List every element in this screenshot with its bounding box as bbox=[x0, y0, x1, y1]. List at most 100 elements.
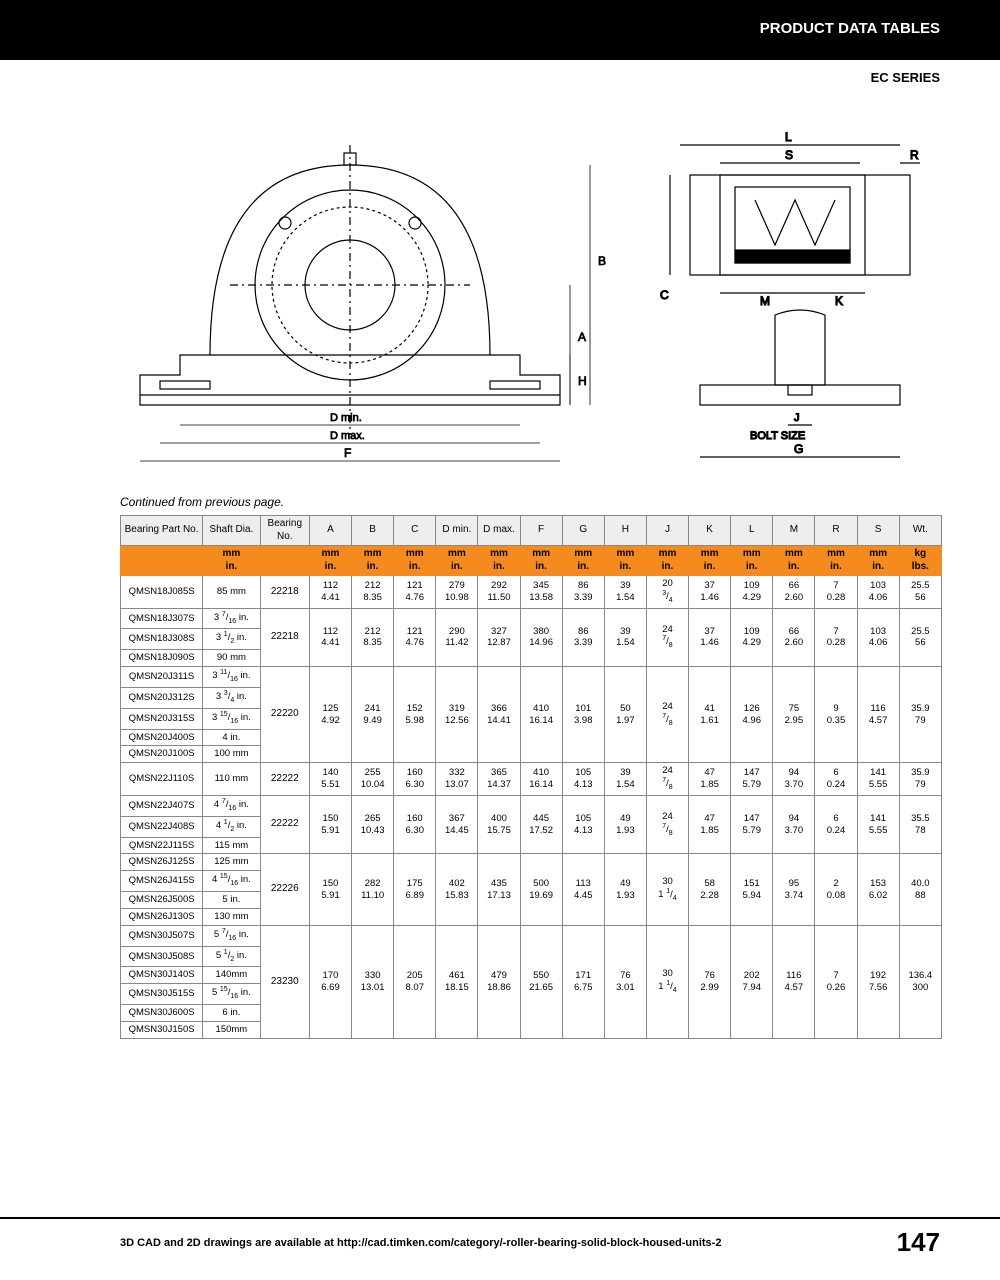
part-number: QMSN30J515S bbox=[121, 984, 203, 1005]
column-header: F bbox=[520, 516, 562, 546]
shaft-dia: 110 mm bbox=[203, 763, 261, 796]
shaft-dia: 6 in. bbox=[203, 1005, 261, 1022]
dimension-cell: 1164.57 bbox=[857, 667, 899, 763]
dimension-cell: 1756.89 bbox=[394, 854, 436, 925]
dimension-cell: 501.97 bbox=[604, 667, 646, 763]
column-header: A bbox=[309, 516, 351, 546]
shaft-dia: 3 11/16 in. bbox=[203, 667, 261, 688]
bearing-no: 23230 bbox=[260, 925, 309, 1038]
shaft-dia: 5 15/16 in. bbox=[203, 984, 261, 1005]
dimension-cell: 1525.98 bbox=[394, 667, 436, 763]
unit-cell: mmin. bbox=[352, 546, 394, 576]
part-number: QMSN30J150S bbox=[121, 1021, 203, 1038]
dimension-cell: 1415.55 bbox=[857, 795, 899, 853]
bearing-no: 22220 bbox=[260, 667, 309, 763]
dimension-cell: 47918.86 bbox=[478, 925, 520, 1038]
shaft-dia: 3 1/2 in. bbox=[203, 629, 261, 650]
footer-note: 3D CAD and 2D drawings are available at … bbox=[120, 1237, 721, 1249]
table-body: QMSN18J085S85 mm222181124.412128.351214.… bbox=[121, 576, 942, 1039]
dimension-cell: 1475.79 bbox=[731, 763, 773, 796]
table-row: QMSN20J311S3 11/16 in.222201254.922419.4… bbox=[121, 667, 942, 688]
dimension-cell: 301 1/4 bbox=[646, 925, 688, 1038]
part-number: QMSN26J500S bbox=[121, 892, 203, 909]
shaft-dia: 150mm bbox=[203, 1021, 261, 1038]
unit-cell: mmin. bbox=[857, 546, 899, 576]
dimension-cell: 1405.51 bbox=[309, 763, 351, 796]
shaft-dia: 3 3/4 in. bbox=[203, 687, 261, 708]
dimension-cell: 26510.43 bbox=[352, 795, 394, 853]
dimension-cell: 90.35 bbox=[815, 667, 857, 763]
shaft-dia: 3 15/16 in. bbox=[203, 708, 261, 729]
dimension-cell: 33013.01 bbox=[352, 925, 394, 1038]
part-number: QMSN26J130S bbox=[121, 908, 203, 925]
dimension-cell: 29211.50 bbox=[478, 576, 520, 609]
svg-text:M: M bbox=[760, 294, 770, 308]
dimension-cell: 32712.87 bbox=[478, 608, 520, 666]
dimension-cell: 40015.75 bbox=[478, 795, 520, 853]
unit-cell: mmin. bbox=[309, 546, 351, 576]
bearing-no: 22226 bbox=[260, 854, 309, 925]
dimension-cell: 25510.04 bbox=[352, 763, 394, 796]
svg-text:L: L bbox=[785, 130, 792, 144]
dimension-cell: 662.60 bbox=[773, 608, 815, 666]
svg-text:S: S bbox=[785, 148, 793, 162]
dimension-cell: 55021.65 bbox=[520, 925, 562, 1038]
dimension-cell: 863.39 bbox=[562, 576, 604, 609]
table-row: QMSN22J110S110 mm222221405.5125510.04160… bbox=[121, 763, 942, 796]
unit-cell bbox=[121, 546, 203, 576]
header-title: PRODUCT DATA TABLES bbox=[760, 20, 940, 37]
column-header: C bbox=[394, 516, 436, 546]
part-number: QMSN20J311S bbox=[121, 667, 203, 688]
dimension-cell: 2128.35 bbox=[352, 608, 394, 666]
unit-cell: mmin. bbox=[646, 546, 688, 576]
dimension-cell: 391.54 bbox=[604, 576, 646, 609]
dimension-cell: 1034.06 bbox=[857, 608, 899, 666]
svg-text:G: G bbox=[794, 442, 803, 456]
bearing-no: 22218 bbox=[260, 608, 309, 666]
column-header: Bearing No. bbox=[260, 516, 309, 546]
dimension-cell: 1515.94 bbox=[731, 854, 773, 925]
column-header: S bbox=[857, 516, 899, 546]
dimension-cell: 1927.56 bbox=[857, 925, 899, 1038]
dimension-cell: 25.556 bbox=[899, 608, 941, 666]
svg-text:F: F bbox=[344, 446, 351, 460]
dimension-cell: 35.979 bbox=[899, 667, 941, 763]
dimension-cell: 27910.98 bbox=[436, 576, 478, 609]
part-number: QMSN22J110S bbox=[121, 763, 203, 796]
dimension-cell: 247/8 bbox=[646, 763, 688, 796]
dimension-cell: 662.60 bbox=[773, 576, 815, 609]
dimension-cell: 203/4 bbox=[646, 576, 688, 609]
dimension-cell: 391.54 bbox=[604, 608, 646, 666]
dimension-cell: 391.54 bbox=[604, 763, 646, 796]
bearing-no: 22218 bbox=[260, 576, 309, 609]
shaft-dia: 125 mm bbox=[203, 854, 261, 871]
part-number: QMSN18J308S bbox=[121, 629, 203, 650]
dimension-cell: 1606.30 bbox=[394, 763, 436, 796]
part-number: QMSN22J407S bbox=[121, 795, 203, 816]
page-footer: 3D CAD and 2D drawings are available at … bbox=[0, 1217, 1000, 1258]
svg-text:K: K bbox=[835, 294, 843, 308]
dimension-cell: 1094.29 bbox=[731, 608, 773, 666]
svg-text:C: C bbox=[660, 288, 669, 302]
part-number: QMSN20J100S bbox=[121, 746, 203, 763]
column-header: G bbox=[562, 516, 604, 546]
dimension-cell: 1124.41 bbox=[309, 608, 351, 666]
dimension-cell: 25.556 bbox=[899, 576, 941, 609]
dimension-cell: 136.4300 bbox=[899, 925, 941, 1038]
column-header: H bbox=[604, 516, 646, 546]
column-header: Shaft Dia. bbox=[203, 516, 261, 546]
part-number: QMSN22J115S bbox=[121, 837, 203, 854]
dimension-cell: 40215.83 bbox=[436, 854, 478, 925]
table-head: Bearing Part No.Shaft Dia.Bearing No.ABC… bbox=[121, 516, 942, 576]
dimension-cell: 247/8 bbox=[646, 795, 688, 853]
svg-text:A: A bbox=[578, 330, 586, 344]
dimension-cell: 41016.14 bbox=[520, 667, 562, 763]
dimension-cell: 582.28 bbox=[689, 854, 731, 925]
shaft-dia: 5 7/16 in. bbox=[203, 925, 261, 946]
part-number: QMSN30J600S bbox=[121, 1005, 203, 1022]
dimension-cell: 46118.15 bbox=[436, 925, 478, 1038]
part-number: QMSN30J508S bbox=[121, 946, 203, 967]
dimension-cell: 1606.30 bbox=[394, 795, 436, 853]
svg-text:D max.: D max. bbox=[330, 430, 365, 442]
dimension-cell: 763.01 bbox=[604, 925, 646, 1038]
